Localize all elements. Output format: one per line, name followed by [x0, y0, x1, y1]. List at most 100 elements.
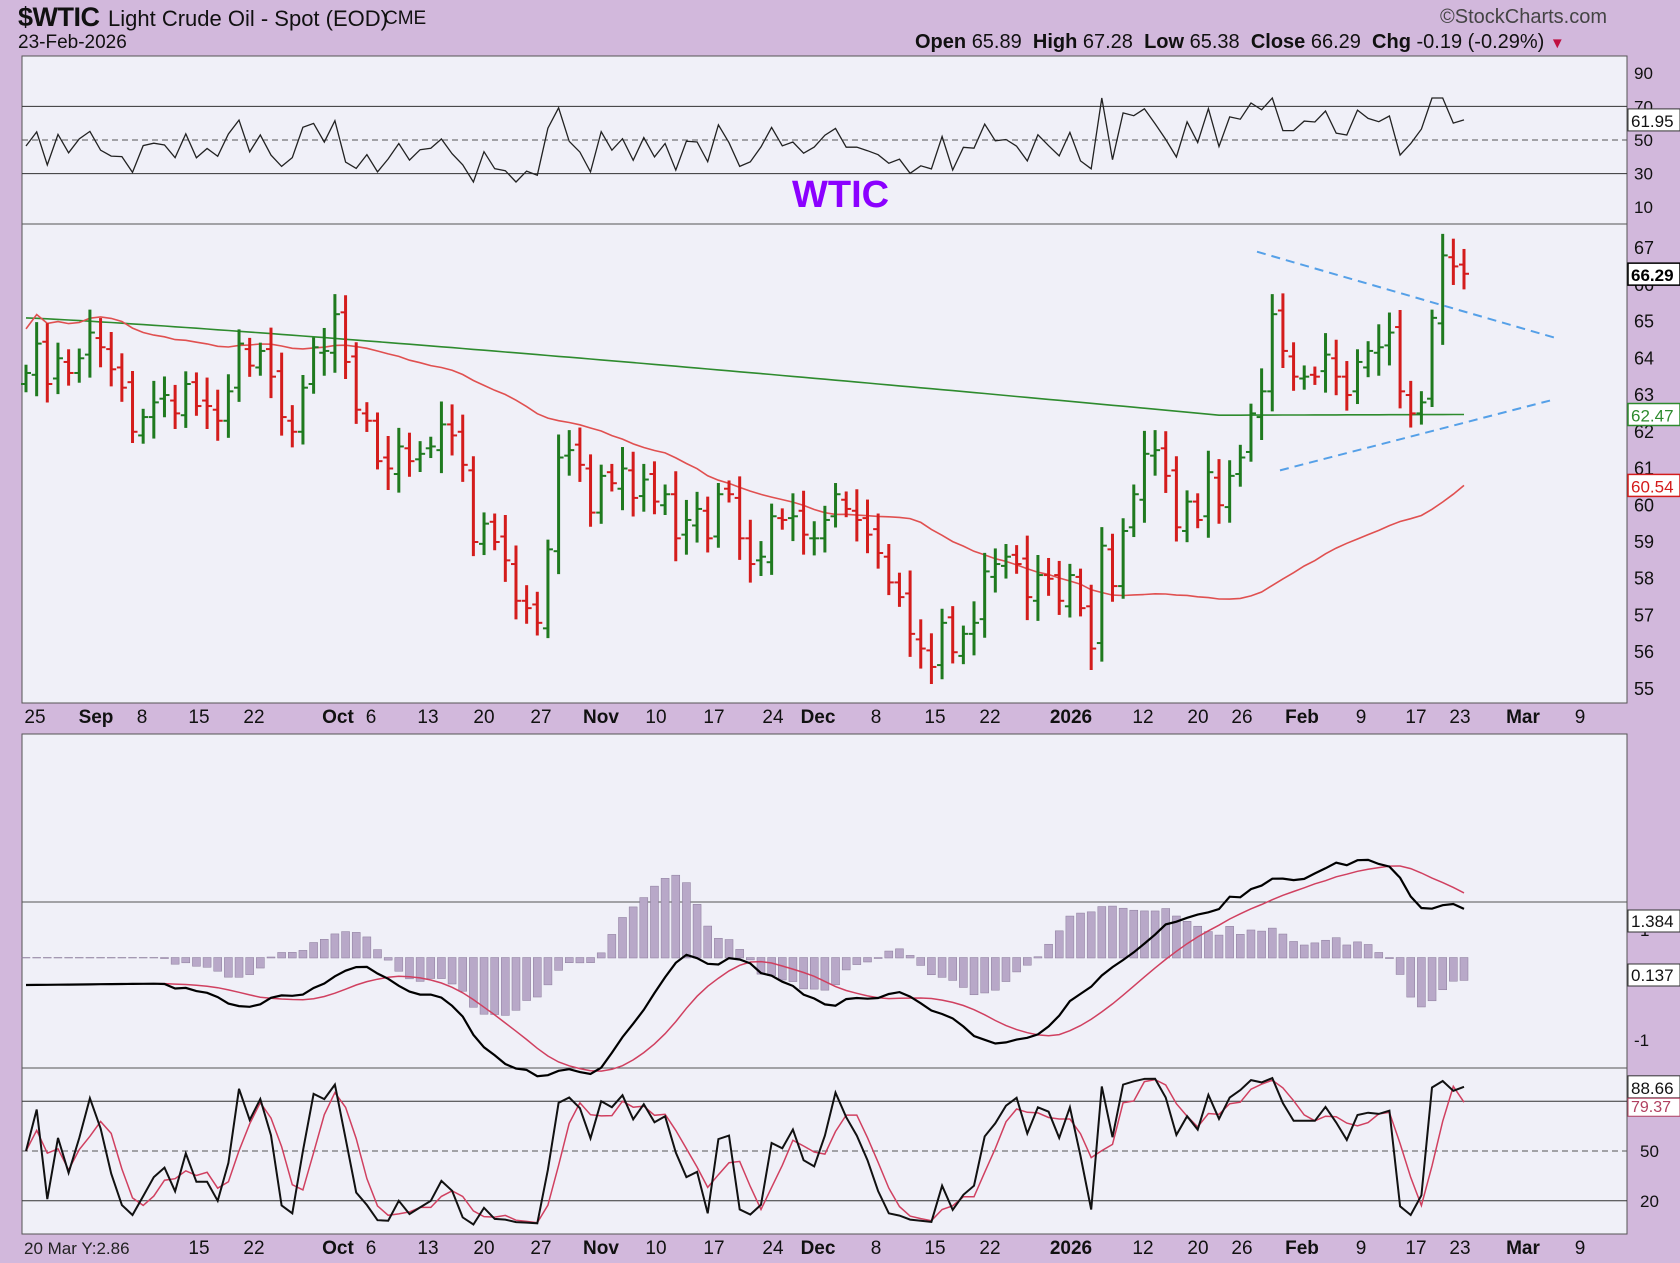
macd-histogram-bar [1278, 933, 1288, 959]
macd-histogram-bar [1001, 957, 1011, 982]
macd-histogram-bar [927, 957, 936, 976]
macd-histogram-bar [809, 957, 819, 990]
bottom-axis-label: Nov [583, 1238, 619, 1259]
macd-histogram-bar [490, 957, 499, 1015]
watermark: ©StockCharts.com [1440, 6, 1608, 28]
macd-histogram-bar [596, 952, 606, 959]
rsi-tick-label: 90 [1634, 64, 1653, 83]
close-value: 66.29 [1310, 31, 1361, 53]
x-axis-label: 23 [1449, 707, 1470, 728]
macd-histogram-bar [1161, 908, 1170, 959]
macd-histogram-bar [1108, 905, 1117, 959]
x-axis-label: 9 [1575, 707, 1586, 728]
rsi-tick-label: 30 [1634, 165, 1653, 184]
macd-histogram-bar [1246, 929, 1256, 959]
macd-histogram-bar [469, 957, 478, 1008]
macd-histogram-bar [277, 952, 286, 959]
x-axis-label: 9 [1356, 707, 1367, 728]
bottom-axis-label: 24 [762, 1238, 784, 1259]
macd-histogram-bar [660, 878, 670, 959]
macd-tick-label: -1 [1634, 1031, 1649, 1050]
macd-histogram-bar [341, 931, 350, 959]
macd-histogram-bar [1214, 934, 1224, 959]
macd-histogram-bar [32, 957, 41, 959]
macd-histogram-bar [895, 948, 904, 959]
stoch-d-label: 79.37 [1631, 1099, 1671, 1116]
macd-histogram-bar [820, 957, 830, 991]
macd-histogram-bar [1342, 944, 1352, 959]
x-axis-label: 26 [1231, 707, 1252, 728]
macd-histogram-bar [1385, 957, 1394, 959]
macd-histogram-bar [149, 957, 159, 959]
macd-histogram-bar [1459, 957, 1469, 981]
price-tag [1627, 473, 1680, 498]
x-axis-label: Oct [322, 707, 354, 728]
macd-histogram-bar [1299, 944, 1309, 959]
macd-histogram-bar [991, 957, 1000, 991]
macd-histogram-bar [1289, 941, 1298, 959]
macd-histogram-bar [937, 957, 947, 978]
bottom-axis-label: 20 [1187, 1238, 1208, 1259]
bottom-axis-label: 22 [243, 1238, 264, 1259]
bottom-axis-label: 8 [871, 1238, 882, 1259]
stoch-k-line [25, 1076, 1465, 1226]
macd-histogram-bar [64, 957, 73, 959]
x-axis-label: 8 [137, 707, 148, 728]
macd-histogram-bar [138, 957, 148, 959]
macd-hist-tag [1627, 963, 1680, 987]
open-value: 65.89 [971, 31, 1022, 53]
macd-histogram-bar [1374, 952, 1384, 959]
macd-histogram-bar [522, 957, 531, 1001]
macd-histogram-bar [266, 956, 276, 959]
x-axis-label: 27 [530, 707, 551, 728]
macd-histogram-bar [724, 939, 734, 959]
bottom-axis-label: 17 [703, 1238, 724, 1259]
ma200-line [25, 317, 1464, 416]
bottom-axis-label: Oct [322, 1238, 354, 1259]
x-axis-label: Dec [801, 707, 836, 728]
rsi-value-tag [1627, 108, 1680, 132]
macd-histogram-bar [117, 957, 127, 959]
down-triangle-icon: ▼ [1549, 35, 1565, 52]
price-tick-label: 59 [1634, 532, 1654, 552]
chart-date: 23-Feb-2026 [18, 32, 127, 53]
macd-histogram-bar [309, 942, 318, 959]
stoch-k-label: 88.66 [1631, 1079, 1674, 1098]
x-axis-label: 13 [417, 707, 438, 728]
macd-histogram-bar [394, 957, 404, 972]
bottom-axis-label: 10 [645, 1238, 666, 1259]
macd-histogram-bar [106, 957, 116, 959]
bottom-axis-label: 27 [530, 1238, 551, 1259]
low-value: 65.38 [1189, 31, 1240, 53]
macd-histogram-bar [128, 957, 137, 959]
macd-histogram-bar [916, 957, 926, 966]
macd-histogram-bar [1225, 926, 1234, 959]
macd-histogram-bar [948, 957, 957, 981]
macd-histogram-bar [53, 957, 63, 959]
rsi-tick-label: 10 [1634, 198, 1653, 217]
x-axis-label: 20 [473, 707, 494, 728]
x-axis-label: Nov [583, 707, 619, 728]
bottom-axis-label: 23 [1449, 1238, 1470, 1259]
macd-histogram-bar [980, 957, 989, 994]
x-axis-label: 6 [366, 707, 377, 728]
bottom-axis-label: 26 [1231, 1238, 1252, 1259]
bottom-axis-label: 9 [1356, 1238, 1367, 1259]
x-axis-label: Sep [79, 707, 114, 728]
macd-histogram-bar [852, 957, 862, 965]
x-axis-label: 10 [645, 707, 666, 728]
x-axis-label: 15 [188, 707, 209, 728]
price-tick-label: 65 [1634, 312, 1654, 332]
macd-histogram-bar [1395, 957, 1405, 975]
macd-histogram-bar [905, 955, 915, 959]
price-tick-label: 63 [1634, 385, 1654, 405]
price-tag-label: 66.29 [1631, 266, 1674, 285]
macd-histogram-bar [1118, 907, 1128, 959]
x-axis-label: Mar [1506, 707, 1540, 728]
macd-histogram-bar [1172, 915, 1181, 959]
chg-label: Chg [1372, 31, 1411, 53]
bottom-axis-label: 15 [188, 1238, 209, 1259]
macd-histogram-bar [1417, 957, 1426, 1008]
macd-histogram-bar [671, 874, 681, 959]
macd-histogram-bar [405, 957, 414, 980]
